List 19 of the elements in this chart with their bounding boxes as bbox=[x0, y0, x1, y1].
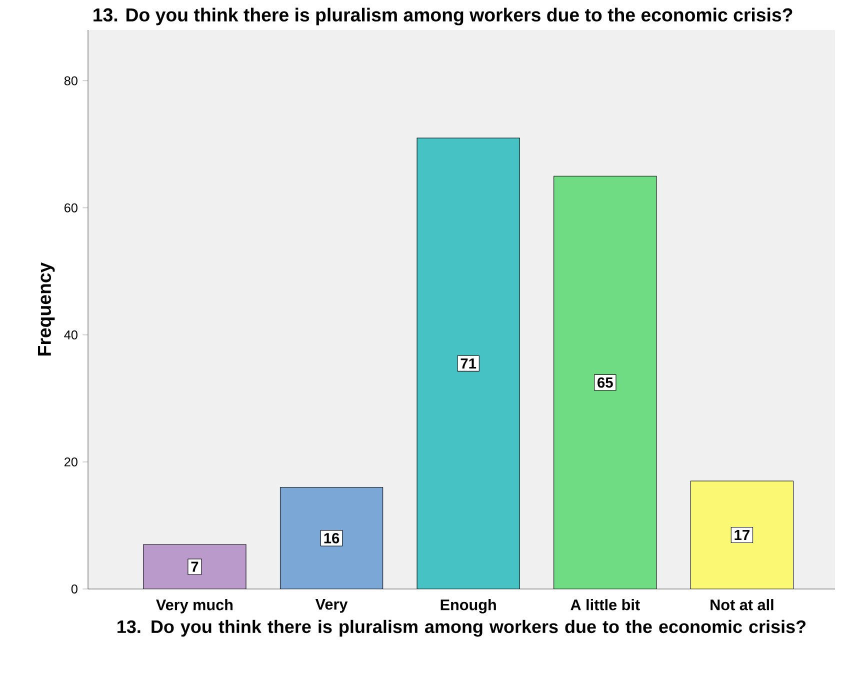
y-tick-label: 40 bbox=[64, 330, 78, 340]
data-label: 7 bbox=[191, 562, 198, 572]
data-label: 16 bbox=[324, 532, 340, 544]
x-tick-label: Not at all bbox=[710, 599, 774, 610]
y-tick-label: 60 bbox=[64, 203, 78, 212]
bar bbox=[554, 176, 657, 589]
y-tick-label: 20 bbox=[64, 457, 78, 466]
y-tick-label: 80 bbox=[64, 76, 78, 86]
x-axis-title: 13. Do you think there is pluralism among workers due to the economic crisis? bbox=[118, 620, 806, 637]
x-tick-label: Very much bbox=[156, 599, 233, 614]
x-tick-label: Very bbox=[315, 599, 348, 613]
data-label: 65 bbox=[598, 377, 613, 388]
x-tick-label: Enough bbox=[440, 599, 496, 614]
x-tick-label: A little bit bbox=[570, 599, 640, 610]
y-axis-title: Frequency bbox=[38, 262, 55, 356]
chart-title: 13. Do you think there is pluralism among workers due to the economic crisis? bbox=[94, 8, 792, 26]
data-label: 71 bbox=[460, 358, 476, 369]
y-tick-label: 0 bbox=[71, 584, 78, 594]
data-label: 17 bbox=[734, 530, 750, 540]
